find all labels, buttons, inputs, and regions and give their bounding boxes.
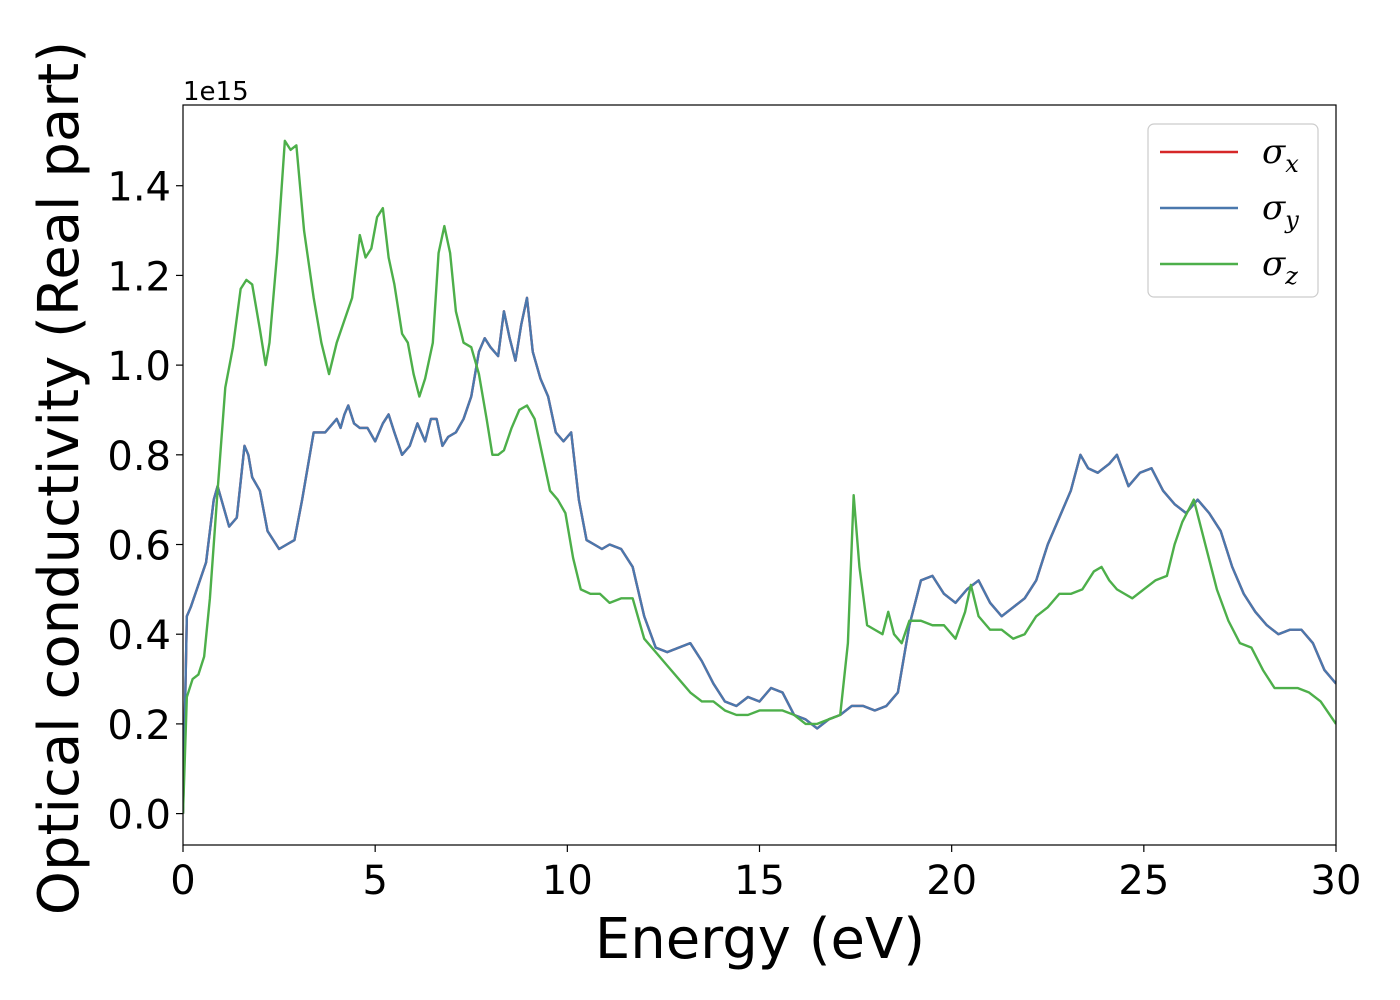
x-tick-label: 5 [362, 858, 387, 904]
x-axis-title: Energy (eV) [595, 907, 925, 972]
y-tick-label: 0.8 [107, 434, 171, 480]
x-tick-label: 0 [170, 858, 195, 904]
legend-label-sigma-x: σx [1262, 132, 1299, 178]
y-tick-label: 1.2 [107, 254, 171, 300]
y-axis-ticks: 0.0 0.2 0.4 0.6 0.8 1.0 1.2 1.4 [107, 165, 183, 839]
y-tick-label: 0.0 [107, 793, 171, 839]
y-tick-label: 1.0 [107, 344, 171, 390]
y-axis-title: Optical conductivity (Real part) [27, 41, 92, 915]
series-line-sigma-z [183, 139, 1336, 814]
x-axis-ticks: 0 5 10 15 20 25 30 [170, 845, 1361, 904]
y-offset-label: 1e15 [183, 77, 249, 107]
legend: σx σy σz [1147, 123, 1319, 298]
y-tick-label: 0.4 [107, 613, 171, 659]
x-tick-label: 20 [926, 858, 977, 904]
y-tick-label: 0.6 [107, 524, 171, 570]
x-tick-label: 15 [734, 858, 785, 904]
y-tick-label: 1.4 [107, 165, 171, 211]
series-line-sigma-y [183, 296, 1336, 814]
legend-box [1147, 123, 1319, 298]
x-tick-label: 30 [1311, 858, 1362, 904]
legend-label-sigma-z: σz [1262, 244, 1298, 290]
legend-label-sigma-y: σy [1262, 188, 1299, 234]
x-tick-label: 25 [1118, 858, 1169, 904]
y-tick-label: 0.2 [107, 703, 171, 749]
series-layer [183, 139, 1336, 814]
x-tick-label: 10 [542, 858, 593, 904]
